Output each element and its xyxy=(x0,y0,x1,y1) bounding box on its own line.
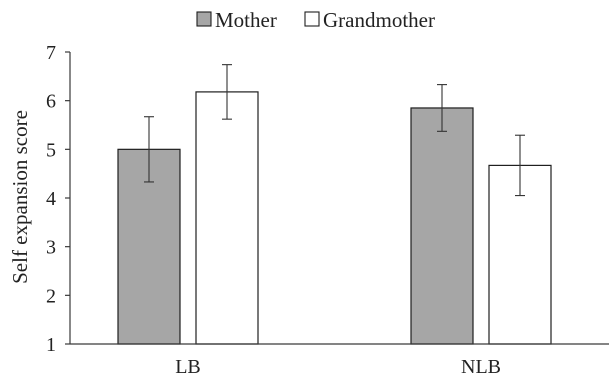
legend-label: Grandmother xyxy=(323,8,435,32)
y-axis-label: Self expansion score xyxy=(8,110,32,284)
error-bar-mother-lb xyxy=(144,116,154,183)
y-tick-label-6: 6 xyxy=(46,91,56,113)
legend-item-mother: Mother xyxy=(196,8,277,32)
y-tick-label-1: 1 xyxy=(46,334,56,356)
legend: Mother Grandmother xyxy=(196,8,435,32)
y-axis: 1 2 3 4 5 6 7 xyxy=(46,42,71,356)
legend-swatch xyxy=(196,11,212,27)
y-tick-label-7: 7 xyxy=(46,42,56,64)
y-tick-label-2: 2 xyxy=(46,285,56,307)
error-bar-grandmother-nlb xyxy=(515,134,525,197)
x-tick-label-nlb: NLB xyxy=(461,356,501,378)
bar-grandmother-lb xyxy=(195,91,259,345)
y-tick-label-3: 3 xyxy=(46,237,56,259)
legend-item-grandmother: Grandmother xyxy=(304,8,435,32)
error-bars xyxy=(144,64,525,197)
error-bar-mother-nlb xyxy=(437,84,447,132)
bars xyxy=(117,91,552,345)
y-tick-label-5: 5 xyxy=(46,139,56,161)
y-tick-label-4: 4 xyxy=(46,188,56,210)
x-axis: LB NLB xyxy=(70,343,609,378)
error-bar-grandmother-lb xyxy=(222,64,232,120)
legend-label: Mother xyxy=(215,8,277,32)
x-tick-label-lb: LB xyxy=(175,356,201,378)
bar-mother-nlb xyxy=(410,107,474,345)
legend-swatch xyxy=(304,11,320,27)
